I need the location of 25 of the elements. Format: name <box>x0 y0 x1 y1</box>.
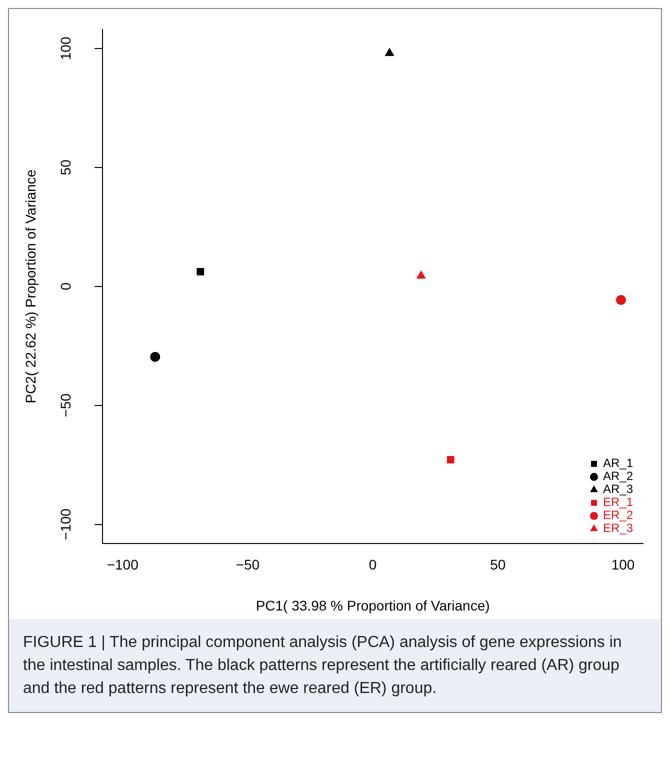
point <box>446 456 454 464</box>
x-tick-label: 100 <box>611 556 635 573</box>
point <box>616 294 626 305</box>
legend-label: ER_2 <box>602 508 634 522</box>
point <box>196 268 204 276</box>
legend-label: AR_2 <box>602 469 634 484</box>
point <box>385 48 394 56</box>
y-tick-label: −100 <box>58 508 74 540</box>
legend-label: AR_3 <box>602 482 634 496</box>
x-tick-label: −50 <box>236 556 260 573</box>
point <box>416 270 426 279</box>
x-tick-label: −100 <box>106 556 139 573</box>
point <box>150 352 160 362</box>
caption: FIGURE 1 | The principal component analysis (PCA) analysis of gene expressions in the intestinal samples. The black patterns represent the artificially reared (AR) group and the red patterns represent the ewe reared (ER) group. <box>9 619 661 712</box>
x-axis-title: PC1( 33.98 % Proportion of Variance) <box>256 597 490 614</box>
y-axis-title: PC2( 22.62 %) Proportion of Variance <box>22 169 38 404</box>
x-tick-label: 50 <box>490 556 506 573</box>
y-tick-label: 0 <box>58 282 74 290</box>
legend-label: ER_1 <box>602 495 634 510</box>
x-tick-label: 0 <box>368 556 377 573</box>
legend-label: AR_1 <box>602 456 634 470</box>
legend-label: ER_3 <box>602 521 634 536</box>
y-tick-label: 100 <box>58 36 74 60</box>
y-tick-label: 50 <box>58 159 74 176</box>
y-tick-label: −50 <box>58 393 74 418</box>
